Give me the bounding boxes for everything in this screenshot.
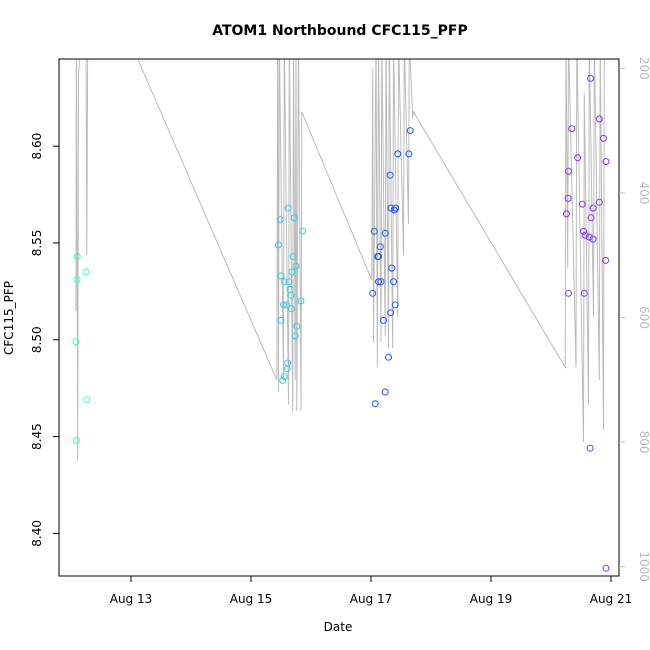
- x-axis: Aug 13 Aug 15 Aug 17 Aug 19 Aug 21: [110, 576, 633, 606]
- data-point: [299, 227, 307, 235]
- data-point: [589, 235, 597, 243]
- x-tick-label: Aug 19: [470, 592, 513, 606]
- data-point: [405, 150, 413, 158]
- data-point: [73, 276, 81, 284]
- data-point: [286, 285, 294, 293]
- data-point: [375, 278, 382, 286]
- data-point: [574, 154, 582, 162]
- y-tick-label: 8.55: [30, 230, 44, 257]
- data-point: [381, 229, 389, 237]
- data-point: [293, 322, 301, 330]
- data-point: [578, 200, 586, 208]
- y2-axis-altitude: 200 400 600 800 1000: [619, 57, 650, 582]
- data-point: [277, 272, 285, 280]
- y-tick-label: 8.45: [30, 423, 44, 450]
- data-point: [82, 268, 90, 276]
- data-point: [390, 278, 397, 286]
- data-point: [369, 289, 377, 297]
- data-point: [83, 396, 91, 404]
- data-point: [280, 373, 288, 381]
- data-point: [387, 309, 395, 317]
- data-point: [602, 564, 610, 572]
- data-point: [283, 365, 291, 373]
- x-axis-label: Date: [324, 620, 353, 634]
- y2-tick-label: 200: [637, 57, 650, 80]
- data-point: [291, 332, 299, 340]
- data-point: [385, 353, 392, 361]
- y-axis: 8.40 8.45 8.50 8.55 8.60: [30, 133, 59, 547]
- data-point: [595, 115, 603, 123]
- data-point: [394, 150, 402, 158]
- y2-tick-label: 1000: [637, 551, 650, 582]
- y-tick-label: 8.50: [30, 326, 44, 353]
- data-point: [72, 338, 80, 346]
- data-point: [406, 127, 414, 135]
- x-tick-label: Aug 13: [110, 592, 153, 606]
- y2-tick-label: 400: [637, 181, 650, 204]
- y-tick-label: 8.60: [30, 133, 44, 160]
- data-point: [280, 278, 288, 286]
- data-point: [279, 376, 287, 384]
- data-point: [277, 316, 285, 324]
- x-tick-label: Aug 17: [350, 592, 393, 606]
- data-point: [392, 204, 400, 212]
- data-point: [562, 210, 570, 218]
- data-point: [581, 231, 589, 239]
- points-layer: [72, 74, 610, 572]
- data-point: [388, 264, 396, 272]
- data-point: [72, 437, 80, 444]
- data-point: [287, 305, 295, 313]
- y2-tick-label: 800: [637, 431, 650, 454]
- data-point: [297, 297, 305, 305]
- data-point: [585, 233, 593, 241]
- y-tick-label: 8.40: [30, 520, 44, 547]
- data-point: [565, 289, 572, 297]
- data-point: [380, 316, 387, 324]
- data-point: [580, 289, 588, 297]
- data-point: [602, 158, 610, 166]
- data-point: [287, 291, 295, 299]
- data-point: [370, 227, 378, 235]
- data-point: [568, 125, 576, 133]
- data-point: [586, 444, 594, 452]
- altitude-line: [75, 59, 605, 461]
- x-tick-label: Aug 15: [230, 592, 273, 606]
- plot-frame: [58, 58, 620, 577]
- data-point: [292, 262, 300, 270]
- data-point: [288, 268, 296, 276]
- data-point: [275, 241, 282, 249]
- data-point: [580, 227, 587, 235]
- data-point: [377, 278, 385, 286]
- data-point: [283, 301, 291, 309]
- data-point: [595, 198, 603, 206]
- data-point: [600, 134, 607, 142]
- data-point: [587, 74, 595, 82]
- data-point: [276, 216, 284, 224]
- data-point: [290, 214, 298, 222]
- data-point: [289, 253, 297, 260]
- data-point: [589, 204, 597, 212]
- data-point: [565, 167, 572, 175]
- data-point: [564, 194, 572, 202]
- y2-tick-label: 600: [637, 306, 650, 329]
- data-point: [391, 301, 399, 309]
- y-axis-label: CFC115_PFP: [2, 281, 16, 355]
- chart-title: ATOM1 Northbound CFC115_PFP: [212, 23, 468, 39]
- x-tick-label: Aug 21: [590, 592, 633, 606]
- data-point: [371, 400, 379, 408]
- data-point: [73, 253, 81, 260]
- data-point: [587, 214, 595, 222]
- data-point: [602, 256, 610, 264]
- data-point: [376, 243, 384, 251]
- data-point: [280, 301, 287, 309]
- data-point: [390, 206, 398, 214]
- data-point: [381, 388, 389, 396]
- altitude-layer: [75, 59, 605, 461]
- data-point: [285, 278, 293, 286]
- data-point: [284, 204, 292, 212]
- data-point: [375, 253, 382, 260]
- data-point: [386, 171, 394, 179]
